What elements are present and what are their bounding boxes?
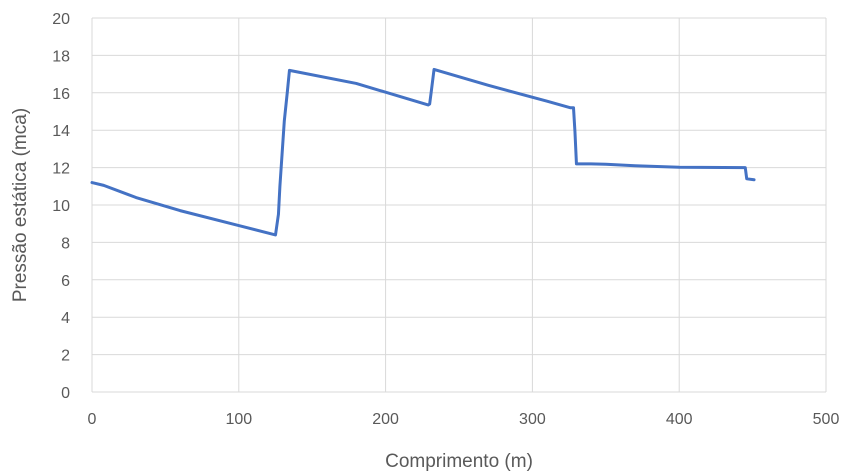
y-tick-label: 12	[52, 161, 70, 178]
y-tick-label: 0	[61, 385, 70, 402]
y-tick-label: 6	[61, 273, 70, 290]
x-tick-label: 300	[519, 411, 546, 428]
x-axis-title: Comprimento (m)	[385, 451, 533, 472]
x-tick-label: 400	[666, 411, 693, 428]
y-tick-label: 18	[52, 48, 70, 65]
y-tick-label: 8	[61, 235, 70, 252]
x-tick-label: 500	[813, 411, 840, 428]
series-line-0	[90, 67, 756, 237]
x-tick-label: 200	[372, 411, 399, 428]
y-tick-label: 4	[61, 310, 70, 327]
y-tick-label: 20	[52, 11, 70, 28]
series-layer	[90, 67, 756, 237]
y-tick-label: 2	[61, 348, 70, 365]
y-tick-label: 10	[52, 198, 70, 215]
y-tick-label: 16	[52, 86, 70, 103]
gridlines	[91, 17, 827, 393]
y-tick-label: 14	[52, 123, 70, 140]
y-axis-title: Pressão estática (mca)	[10, 108, 31, 302]
x-tick-label: 0	[88, 411, 97, 428]
x-tick-label: 100	[225, 411, 252, 428]
